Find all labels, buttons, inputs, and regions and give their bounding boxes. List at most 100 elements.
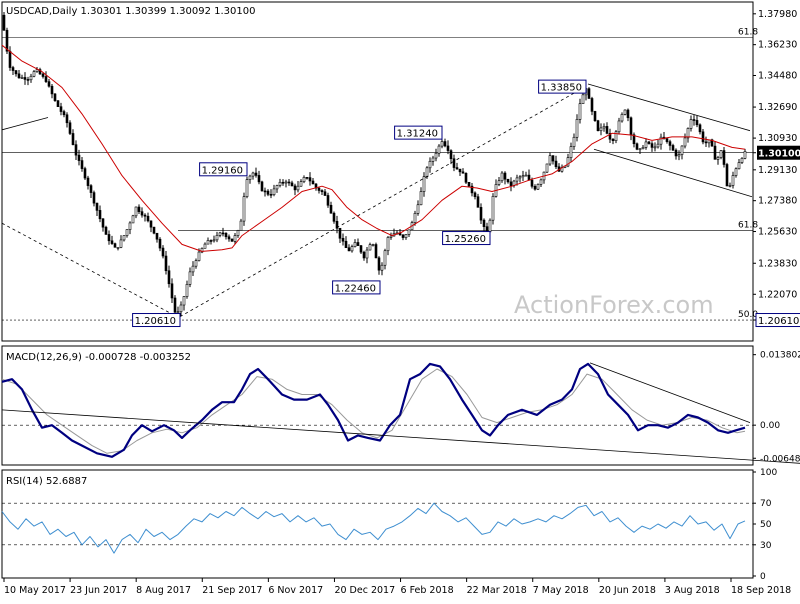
rsi-axis-label: 100	[760, 468, 777, 478]
macd-line	[1, 362, 746, 458]
candle-body	[365, 249, 369, 259]
candle-body	[602, 126, 606, 129]
candle-body	[62, 111, 66, 116]
candle-body	[71, 133, 75, 145]
macd-panel-frame	[1, 345, 754, 466]
candle-body	[620, 114, 624, 122]
candle-body	[251, 172, 255, 177]
candle-body	[521, 175, 525, 178]
candle-body	[482, 219, 486, 227]
trend-line	[587, 83, 751, 132]
candle-body	[608, 133, 612, 140]
candle-body	[227, 236, 231, 240]
candle-body	[92, 192, 96, 204]
candle-body	[659, 136, 663, 145]
candle-body	[569, 146, 573, 158]
candle-body	[452, 158, 456, 168]
candle-body	[434, 152, 438, 159]
candle-body	[323, 191, 327, 196]
price-axis-label: 1.27380	[758, 196, 797, 207]
candle-body	[449, 150, 453, 160]
candle-body	[44, 76, 48, 82]
candle-body	[692, 119, 696, 121]
candle-body	[716, 157, 720, 160]
macd-axis-label: 0.00	[760, 421, 780, 431]
macd-lines	[1, 362, 800, 464]
candle-body	[167, 270, 171, 285]
price-lines: 61.8 61.8 50.0	[2, 27, 758, 321]
candle-body	[110, 240, 114, 244]
candle-body	[623, 109, 627, 115]
rsi-axis-label: 0	[760, 572, 766, 582]
candle-body	[446, 145, 450, 151]
candle-body	[233, 235, 237, 242]
candle-body	[20, 77, 24, 79]
candle-body	[275, 185, 279, 190]
macd-axis-label: -0.006480	[760, 454, 800, 464]
candle-body	[551, 155, 555, 162]
candle-body	[155, 232, 159, 240]
candle-body	[524, 174, 528, 177]
candle-body	[653, 146, 657, 149]
candle-body	[371, 244, 375, 246]
price-panel-title: USDCAD,Daily 1.30301 1.30399 1.30092 1.3…	[6, 6, 256, 17]
macd-signal-line	[1, 368, 746, 454]
candle-body	[191, 265, 195, 273]
candle-body	[305, 177, 309, 179]
candle-body	[65, 114, 69, 124]
candle-body	[80, 160, 84, 169]
candle-body	[566, 157, 570, 167]
candle-body	[656, 143, 660, 148]
rsi-axis-label: 70	[760, 499, 772, 509]
candle-body	[107, 234, 111, 242]
candle-body	[545, 163, 549, 173]
candle-body	[149, 220, 153, 228]
candle-body	[266, 190, 270, 195]
candle-body	[38, 69, 42, 75]
candle-body	[473, 192, 477, 197]
candle-body	[335, 221, 339, 229]
candle-body	[98, 210, 102, 220]
candle-body	[284, 181, 288, 184]
candle-body	[356, 242, 360, 246]
price-annotation-box	[538, 79, 587, 94]
price-panel-frame	[1, 1, 754, 342]
candle-body	[362, 251, 366, 259]
candle-body	[293, 185, 297, 191]
price-axis-label: 1.29130	[758, 165, 797, 176]
candle-body	[497, 180, 501, 185]
candle-body	[164, 255, 168, 272]
price-annotation-box	[442, 231, 491, 246]
candle-body	[2, 14, 6, 31]
candle-body	[713, 145, 717, 160]
candle-body	[128, 222, 132, 230]
price-annotation-label: 1.22460	[335, 283, 376, 294]
candle-body	[455, 167, 459, 170]
candle-body	[554, 160, 558, 168]
price-trend-lines	[1, 83, 753, 318]
candle-body	[518, 176, 522, 179]
candle-body	[527, 174, 531, 181]
fib-level-label: 61.8	[738, 220, 758, 230]
candle-body	[626, 109, 630, 119]
candle-body	[182, 296, 186, 306]
candle-body	[440, 141, 444, 147]
price-axis-label: 1.36230	[758, 40, 797, 51]
price-annotation-box	[332, 280, 381, 295]
candle-body	[539, 179, 543, 185]
candle-body	[311, 180, 315, 185]
candle-body	[650, 143, 654, 148]
candle-body	[176, 311, 180, 314]
candle-body	[188, 271, 192, 285]
candle-body	[677, 154, 681, 157]
candle-body	[260, 181, 264, 192]
candle-body	[737, 162, 741, 170]
rsi-axis: 100 70 50 30 0	[753, 468, 777, 582]
candle-body	[272, 188, 276, 195]
candle-body	[536, 184, 540, 190]
candle-body	[614, 131, 618, 141]
candle-body	[29, 75, 33, 81]
candle-body	[368, 244, 372, 251]
candle-body	[728, 185, 732, 187]
price-moving-average	[1, 44, 746, 252]
